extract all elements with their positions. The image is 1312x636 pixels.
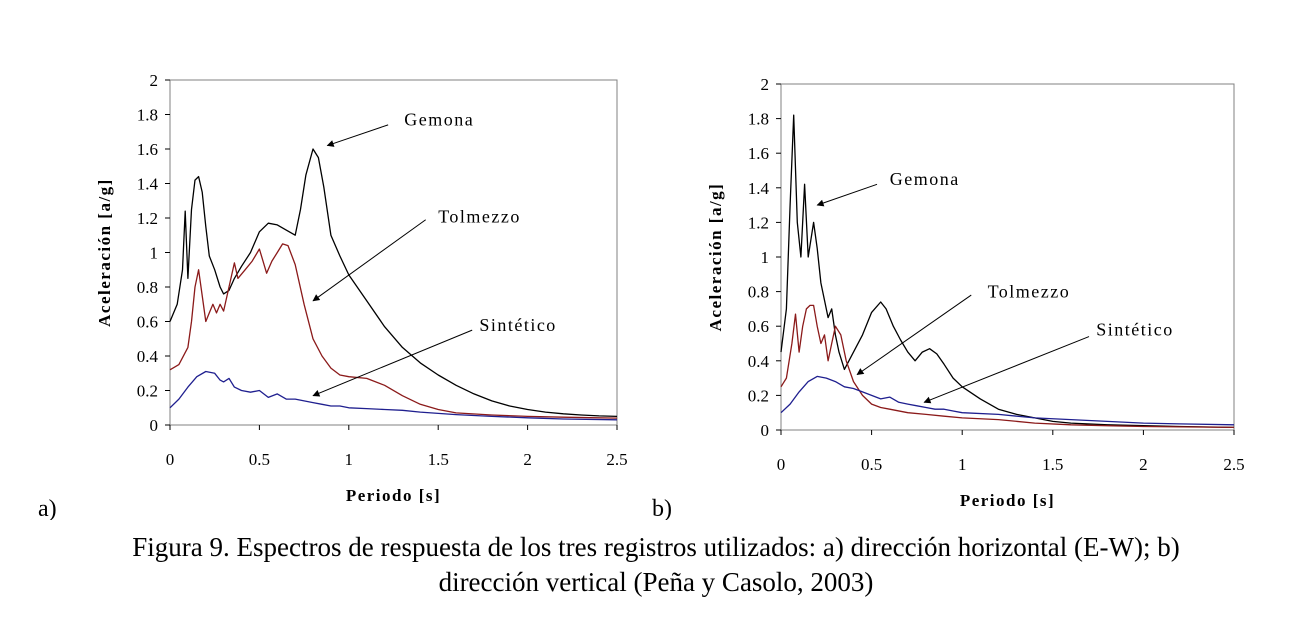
y-tick-label: 1.8 xyxy=(748,110,769,129)
y-axis-label: Aceleración [a/g] xyxy=(95,178,114,327)
y-tick-label: 1.4 xyxy=(748,179,770,198)
x-tick-label: 2.5 xyxy=(1223,455,1244,474)
series-line-gemona xyxy=(169,148,618,418)
chart-panel-a: 0 0.2 0.4 0.6 0.8 1 1.2 1.4 1.6 1.8 2 0 0.5 1 1.5 2 2.5 P… xyxy=(95,71,628,505)
plot-frame xyxy=(169,79,618,426)
x-tick-label: 2.5 xyxy=(606,450,627,469)
annotation-arrow xyxy=(312,219,426,302)
y-tick-label: 0.6 xyxy=(748,317,769,336)
y-tick-label: 0 xyxy=(150,416,159,435)
chart-panel-b: 0 0.2 0.4 0.6 0.8 1 1.2 1.4 1.6 1.8 2 0 0.5 1 1.5 2 2.5 P… xyxy=(706,75,1245,510)
annotation-arrow xyxy=(816,183,878,207)
annotation-label: Tolmezzo xyxy=(438,206,521,226)
caption-line-1: Figura 9. Espectros de respuesta de los … xyxy=(132,532,1180,562)
y-tick-label: 1.2 xyxy=(748,213,769,232)
x-tick-label: 2 xyxy=(1139,455,1148,474)
x-axis-label: Periodo [s] xyxy=(960,491,1055,510)
figure-canvas: 0 0.2 0.4 0.6 0.8 1 1.2 1.4 1.6 1.8 2 0 0.5 1 1.5 2 2.5 P… xyxy=(38,71,1245,520)
annotation-arrow xyxy=(856,294,972,376)
y-tick-label: 0.6 xyxy=(137,313,158,332)
panel-label-a: a) xyxy=(38,496,57,520)
x-tick-label: 1 xyxy=(958,455,967,474)
annotation-label: Gemona xyxy=(404,110,474,130)
y-tick-label: 1.4 xyxy=(137,175,159,194)
y-tick-label: 0.8 xyxy=(137,278,158,297)
y-tick-label: 0.8 xyxy=(748,283,769,302)
series-line-tolmezzo xyxy=(780,304,1235,429)
y-tick-label: 1.2 xyxy=(137,209,158,228)
y-axis-label: Aceleración [a/g] xyxy=(706,183,725,332)
x-tick-label: 0.5 xyxy=(861,455,882,474)
series-line-sinttico xyxy=(780,375,1235,426)
x-tick-label: 0 xyxy=(777,455,786,474)
y-tick-label: 0.2 xyxy=(137,382,158,401)
x-tick-label: 1 xyxy=(345,450,354,469)
x-tick-label: 2 xyxy=(523,450,532,469)
series-line-sinttico xyxy=(169,370,618,421)
y-tick-label: 0 xyxy=(761,421,770,440)
caption-line-2: dirección vertical (Peña y Casolo, 2003) xyxy=(438,567,874,597)
series-line-tolmezzo xyxy=(169,243,618,419)
x-tick-label: 0 xyxy=(166,450,175,469)
y-tick-label: 1.6 xyxy=(137,140,158,159)
y-tick-label: 2 xyxy=(150,71,159,90)
x-tick-label: 0.5 xyxy=(249,450,270,469)
y-tick-label: 2 xyxy=(761,75,770,94)
y-tick-label: 0.2 xyxy=(748,386,769,405)
annotation-label: Gemona xyxy=(890,169,960,189)
x-axis-label: Periodo [s] xyxy=(346,486,441,505)
y-tick-label: 1.6 xyxy=(748,144,769,163)
y-tick-label: 1 xyxy=(150,244,159,263)
y-tick-label: 1.8 xyxy=(137,106,158,125)
annotation-label: Sintético xyxy=(1096,320,1174,340)
y-tick-label: 0.4 xyxy=(137,347,159,366)
x-tick-label: 1.5 xyxy=(428,450,449,469)
plot-frame xyxy=(780,83,1235,431)
annotation-arrow xyxy=(326,124,389,147)
x-tick-label: 1.5 xyxy=(1042,455,1063,474)
y-tick-label: 1 xyxy=(761,248,770,267)
y-tick-label: 0.4 xyxy=(748,352,770,371)
annotation-label: Sintético xyxy=(479,315,556,335)
series-line-gemona xyxy=(780,114,1235,429)
annotation-label: Tolmezzo xyxy=(988,282,1071,302)
annotation-arrow xyxy=(312,329,473,397)
panel-label-b: b) xyxy=(652,496,672,520)
annotation-arrow xyxy=(923,336,1090,404)
